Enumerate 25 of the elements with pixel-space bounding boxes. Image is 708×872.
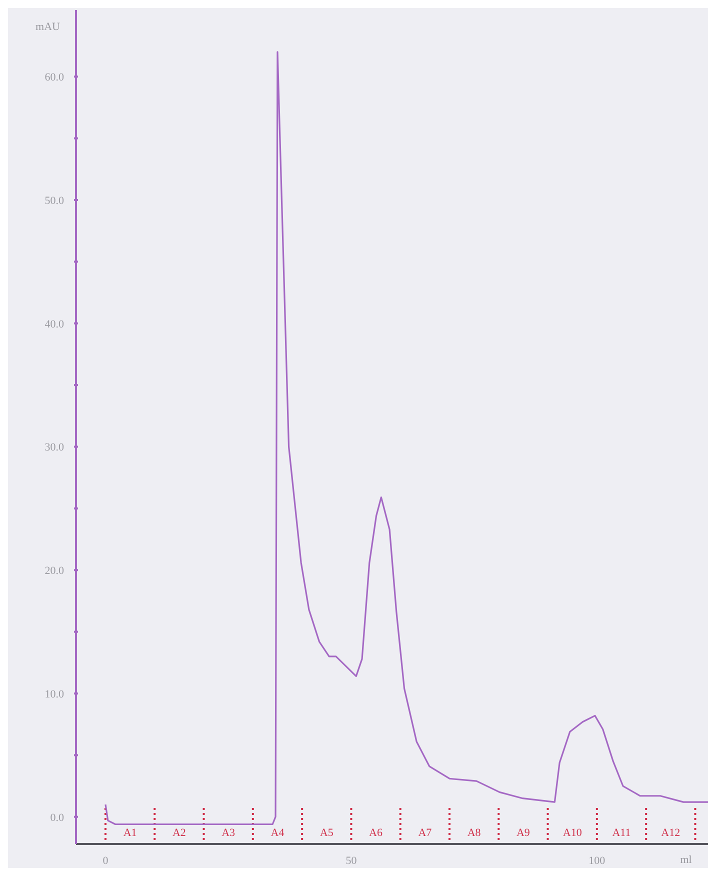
x-tick-label: 100 bbox=[588, 855, 606, 867]
y-tick-label: 50.0 bbox=[44, 194, 64, 207]
ref-line-label: A4 bbox=[270, 827, 285, 839]
y-tick-label: 10.0 bbox=[44, 688, 64, 700]
ref-line-label: A3 bbox=[222, 827, 236, 839]
x-axis-title: ml bbox=[680, 854, 692, 866]
ref-line-label: A11 bbox=[612, 827, 631, 839]
ref-line-label: A6 bbox=[369, 827, 383, 839]
ref-line-label: A8 bbox=[467, 827, 482, 839]
y-tick-label: 60.0 bbox=[44, 72, 64, 84]
ref-line-label: A7 bbox=[418, 827, 432, 839]
ref-line-label: A9 bbox=[516, 827, 530, 839]
x-tick-label: 0 bbox=[102, 855, 109, 867]
y-tick-label: 20.0 bbox=[44, 565, 64, 578]
ref-line-label: A12 bbox=[661, 827, 680, 839]
y-tick-label: 0.0 bbox=[50, 812, 64, 824]
ref-line-label: A2 bbox=[172, 827, 186, 839]
ref-line-label: A5 bbox=[320, 827, 334, 839]
y-tick-label: 30.0 bbox=[44, 442, 64, 454]
line-series bbox=[104, 51, 708, 826]
x-tick-label: 50 bbox=[346, 855, 358, 867]
ref-line-label: A1 bbox=[123, 827, 137, 839]
ref-line-label: A10 bbox=[562, 827, 582, 839]
y-axis-title: mAU bbox=[36, 21, 60, 33]
y-tick-label: 40.0 bbox=[44, 318, 64, 330]
